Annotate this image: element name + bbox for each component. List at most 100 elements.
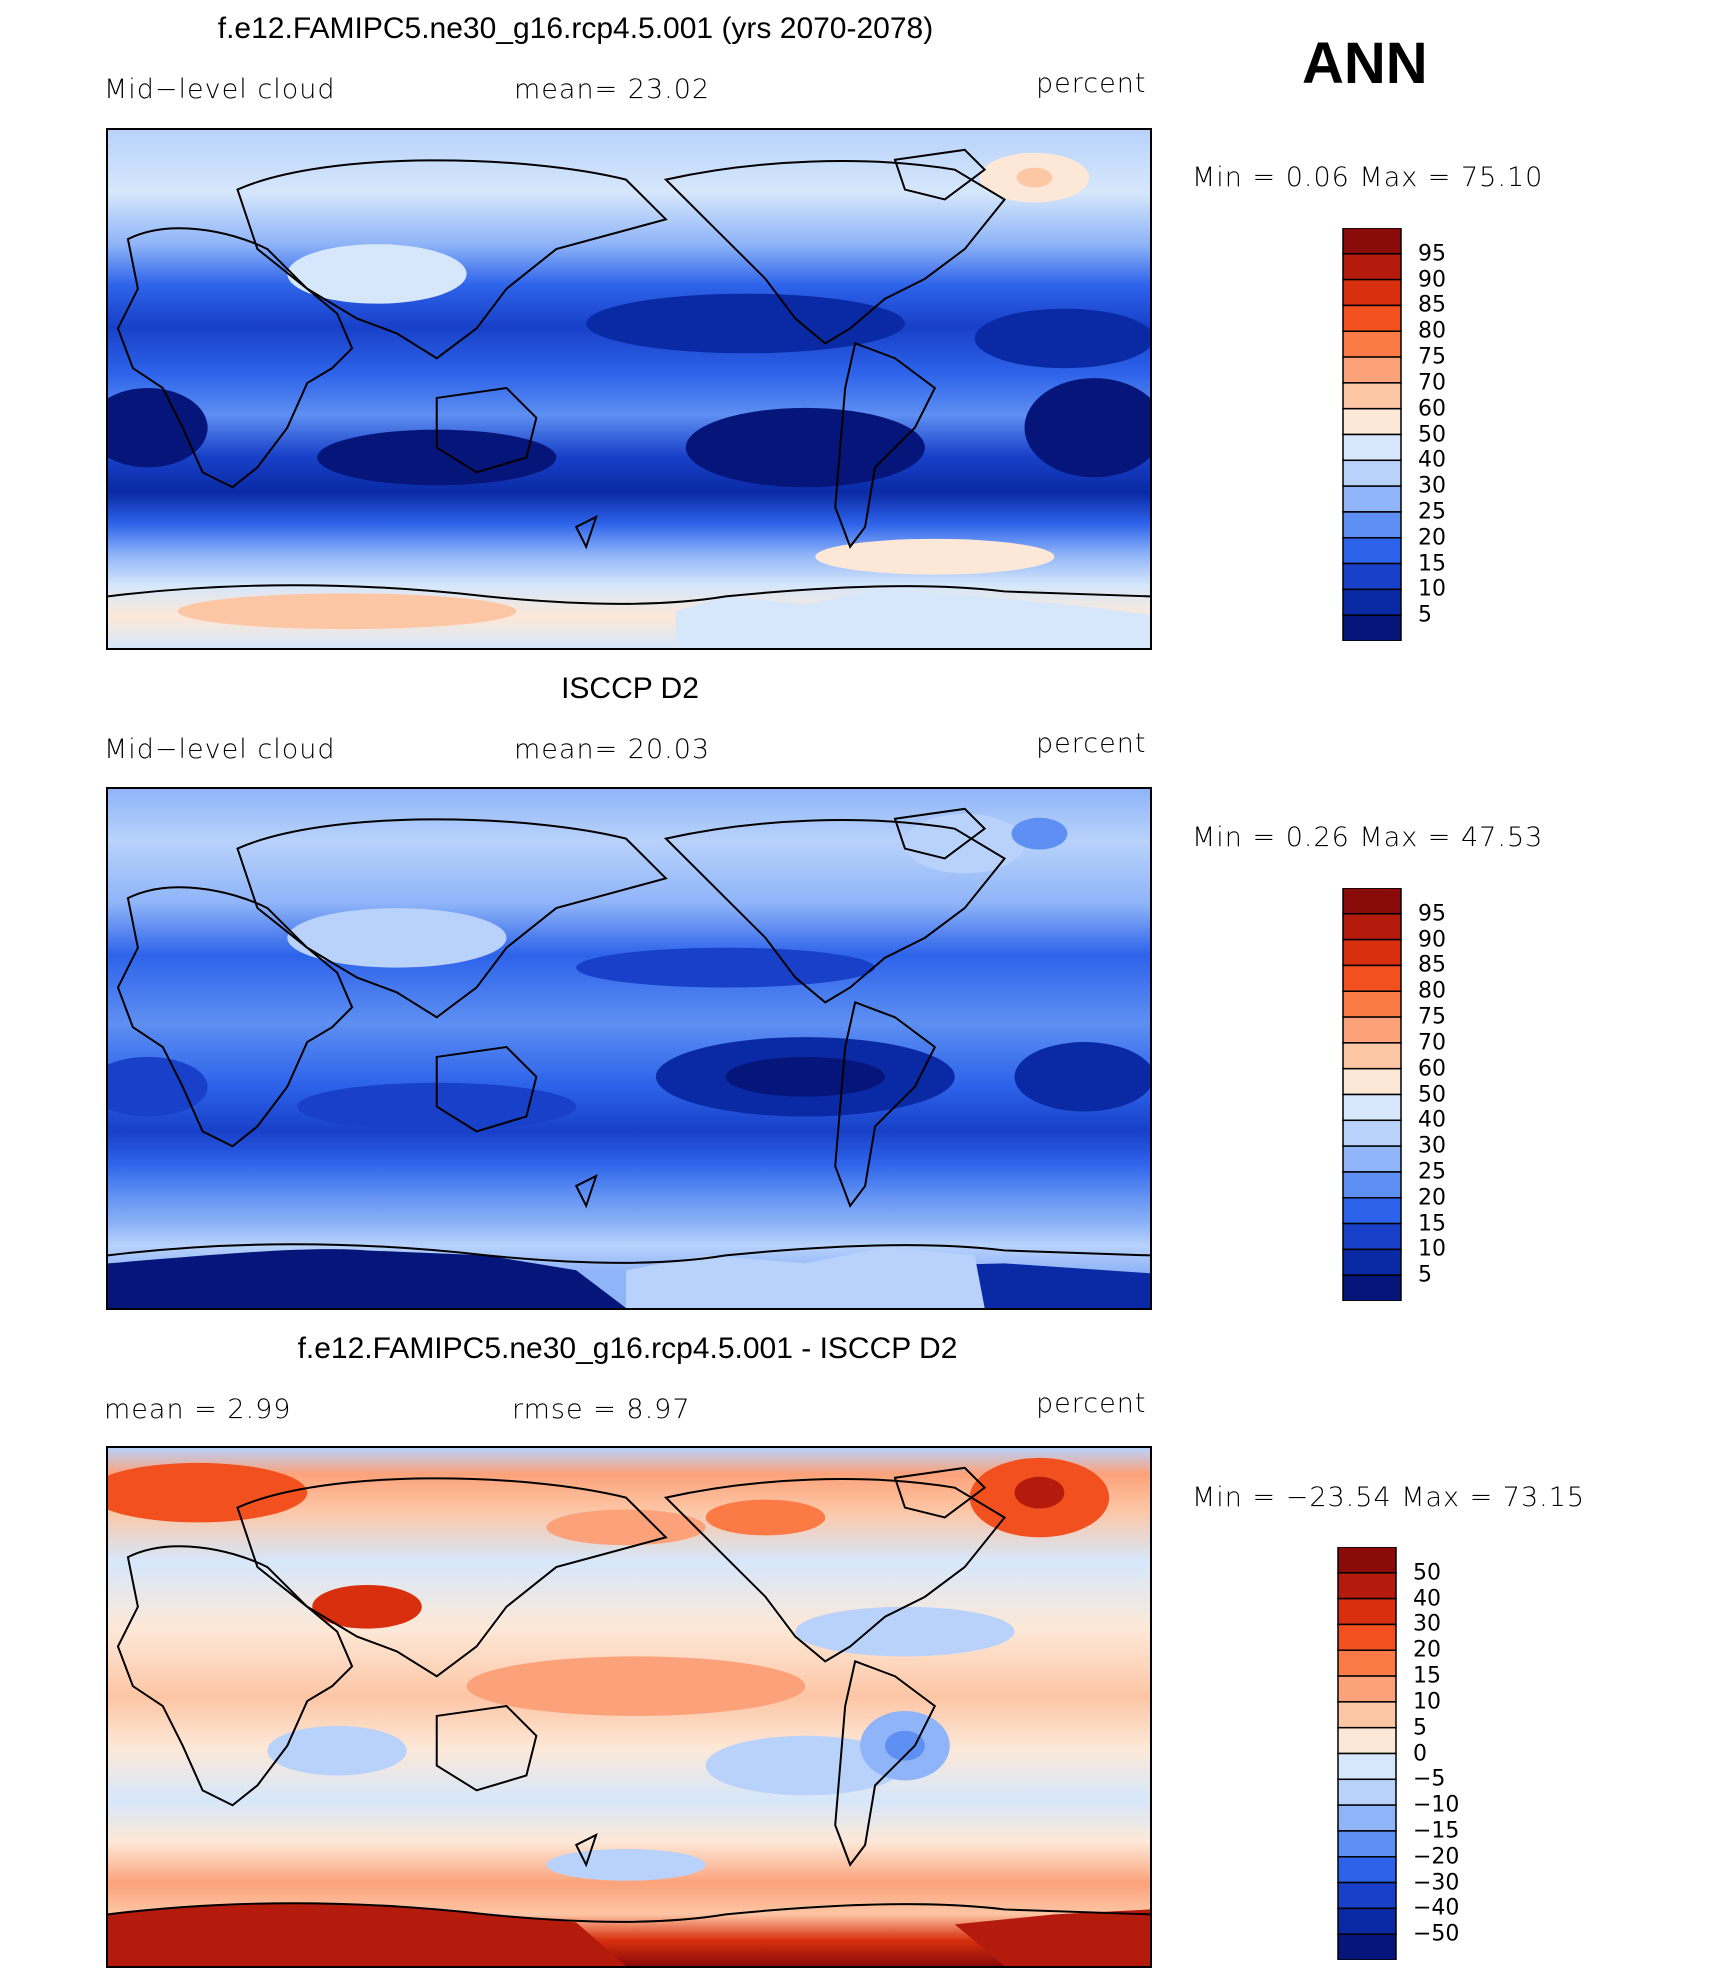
colorbar-swatch bbox=[1342, 485, 1402, 513]
colorbar-swatch bbox=[1342, 1067, 1402, 1096]
panel2-colorbar-label: 75 bbox=[1418, 1004, 1446, 1030]
colorbar-swatch bbox=[1342, 1119, 1402, 1147]
colorbar-swatch bbox=[1337, 1623, 1397, 1651]
colorbar-swatch bbox=[1342, 1042, 1402, 1070]
panel2-colorbar-label: 5 bbox=[1418, 1262, 1432, 1288]
colorbar-swatch bbox=[1337, 1752, 1397, 1781]
colorbar-swatch bbox=[1337, 1597, 1397, 1626]
panel1-colorbar-label: 10 bbox=[1418, 576, 1446, 602]
panel3-colorbar-label: −50 bbox=[1413, 1921, 1460, 1947]
panel1-colorbar-bar bbox=[1342, 227, 1402, 642]
panel2-colorbar-label: 25 bbox=[1418, 1159, 1446, 1185]
colorbar-swatch bbox=[1342, 614, 1402, 642]
panel3-map-field bbox=[108, 1448, 1150, 1966]
panel2-units-label: percent bbox=[1036, 728, 1147, 759]
panel3-colorbar-label: 10 bbox=[1413, 1689, 1441, 1715]
panel3-title: f.e12.FAMIPC5.ne30_g16.rcp4.5.001 - ISCC… bbox=[297, 1332, 958, 1365]
colorbar-swatch bbox=[1337, 1830, 1397, 1858]
colorbar-swatch bbox=[1337, 1546, 1397, 1574]
panel3-mean-label: mean = 2.99 bbox=[104, 1394, 292, 1425]
panel1-colorbar-label: 85 bbox=[1418, 292, 1446, 318]
panel3-rmse-label: rmse = 8.97 bbox=[512, 1394, 691, 1425]
colorbar-swatch bbox=[1337, 1649, 1397, 1677]
panel1-colorbar-label: 40 bbox=[1418, 447, 1446, 473]
panel3-colorbar-label: 20 bbox=[1413, 1637, 1441, 1663]
panel1-colorbar bbox=[1342, 227, 1402, 642]
panel2-colorbar bbox=[1342, 887, 1402, 1302]
colorbar-swatch bbox=[1342, 227, 1402, 255]
colorbar-swatch bbox=[1342, 562, 1402, 591]
panel3-colorbar-labels: 50 40 30 20 15 10 5 0 −5 −10 −15 −20 −30… bbox=[1413, 1547, 1523, 1960]
panel1-colorbar-label: 20 bbox=[1418, 525, 1446, 551]
colorbar-swatch bbox=[1337, 1907, 1397, 1935]
colorbar-swatch bbox=[1342, 459, 1402, 487]
panel3-colorbar-label: 50 bbox=[1413, 1560, 1441, 1586]
colorbar-swatch bbox=[1337, 1933, 1397, 1961]
panel1-colorbar-label: 60 bbox=[1418, 396, 1446, 422]
panel1-colorbar-label: 80 bbox=[1418, 318, 1446, 344]
panel2-colorbar-label: 20 bbox=[1418, 1185, 1446, 1211]
panel1-colorbar-label: 95 bbox=[1418, 241, 1446, 267]
colorbar-swatch bbox=[1342, 964, 1402, 992]
colorbar-swatch bbox=[1342, 588, 1402, 616]
panel1-colorbar-label: 15 bbox=[1418, 551, 1446, 577]
panel3-colorbar-label: 15 bbox=[1413, 1663, 1441, 1689]
panel2-colorbar-label: 85 bbox=[1418, 952, 1446, 978]
panel3-colorbar-label: −20 bbox=[1413, 1844, 1460, 1870]
panel1-colorbar-label: 90 bbox=[1418, 267, 1446, 293]
panel1-variable-label: Mid−level cloud bbox=[104, 74, 336, 105]
panel3-colorbar-label: −40 bbox=[1413, 1895, 1460, 1921]
colorbar-swatch bbox=[1337, 1572, 1397, 1600]
colorbar-swatch bbox=[1337, 1856, 1397, 1884]
colorbar-swatch bbox=[1342, 1197, 1402, 1225]
colorbar-swatch bbox=[1342, 1145, 1402, 1173]
colorbar-swatch bbox=[1342, 407, 1402, 436]
panel1-title: f.e12.FAMIPC5.ne30_g16.rcp4.5.001 (yrs 2… bbox=[217, 12, 934, 45]
colorbar-swatch bbox=[1342, 511, 1402, 539]
panel2-title: ISCCP D2 bbox=[561, 672, 699, 705]
panel2-variable-label: Mid−level cloud bbox=[104, 734, 336, 765]
colorbar-swatch bbox=[1342, 356, 1402, 384]
panel2-colorbar-label: 15 bbox=[1418, 1211, 1446, 1237]
colorbar-swatch bbox=[1342, 537, 1402, 565]
colorbar-swatch bbox=[1337, 1726, 1397, 1755]
panel3-colorbar-label: 30 bbox=[1413, 1611, 1441, 1637]
panel1-colorbar-labels: 95 90 85 80 75 70 60 50 40 30 25 20 15 1… bbox=[1418, 228, 1518, 641]
colorbar-swatch bbox=[1337, 1804, 1397, 1832]
panel2-mean-label: mean= 20.03 bbox=[514, 734, 711, 765]
colorbar-swatch bbox=[1342, 278, 1402, 307]
colorbar-swatch bbox=[1342, 1248, 1402, 1276]
panel1-minmax: Min = 0.06 Max = 75.10 bbox=[1192, 162, 1544, 193]
colorbar-swatch bbox=[1342, 1016, 1402, 1044]
panel2-colorbar-label: 70 bbox=[1418, 1030, 1446, 1056]
panel3-minmax: Min = −23.54 Max = 73.15 bbox=[1192, 1482, 1586, 1513]
panel1-colorbar-label: 75 bbox=[1418, 344, 1446, 370]
panel2-map bbox=[106, 787, 1152, 1310]
colorbar-swatch bbox=[1337, 1778, 1397, 1806]
colorbar-swatch bbox=[1342, 1274, 1402, 1302]
panel2-colorbar-label: 30 bbox=[1418, 1133, 1446, 1159]
colorbar-swatch bbox=[1342, 382, 1402, 410]
colorbar-swatch bbox=[1342, 1222, 1402, 1251]
panel2-colorbar-label: 60 bbox=[1418, 1056, 1446, 1082]
panel1-colorbar-label: 25 bbox=[1418, 499, 1446, 525]
colorbar-swatch bbox=[1342, 330, 1402, 358]
colorbar-swatch bbox=[1342, 253, 1402, 281]
season-label: ANN bbox=[1302, 31, 1428, 96]
panel2-colorbar-label: 40 bbox=[1418, 1107, 1446, 1133]
panel1-colorbar-label: 30 bbox=[1418, 473, 1446, 499]
panel2-colorbar-label: 80 bbox=[1418, 978, 1446, 1004]
panel2-colorbar-label: 95 bbox=[1418, 901, 1446, 927]
panel3-colorbar-label: −15 bbox=[1413, 1818, 1460, 1844]
panel2-colorbar-labels: 95 90 85 80 75 70 60 50 40 30 25 20 15 1… bbox=[1418, 888, 1518, 1301]
colorbar-swatch bbox=[1337, 1675, 1397, 1703]
panel3-colorbar-label: −30 bbox=[1413, 1870, 1460, 1896]
panel2-colorbar-label: 10 bbox=[1418, 1236, 1446, 1262]
panel3-colorbar bbox=[1337, 1546, 1397, 1961]
panel3-colorbar-label: −10 bbox=[1413, 1792, 1460, 1818]
colorbar-swatch bbox=[1342, 304, 1402, 332]
panel1-map-field bbox=[108, 130, 1150, 648]
panel3-colorbar-label: 5 bbox=[1413, 1715, 1427, 1741]
panel1-colorbar-label: 5 bbox=[1418, 602, 1432, 628]
panel2-map-field bbox=[108, 789, 1150, 1308]
